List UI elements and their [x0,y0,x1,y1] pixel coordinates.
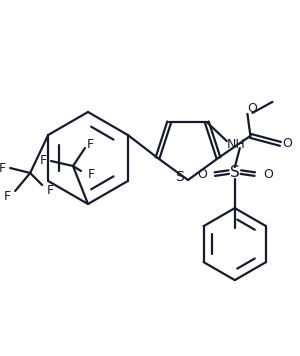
Text: O: O [197,168,207,180]
Text: O: O [263,168,273,180]
Text: O: O [248,103,257,115]
Text: O: O [283,137,292,150]
Text: F: F [0,162,6,174]
Text: S: S [230,164,240,180]
Text: F: F [4,189,11,203]
Text: S: S [176,170,184,184]
Text: F: F [46,183,54,197]
Text: NH: NH [226,138,245,151]
Text: F: F [39,155,46,168]
Text: F: F [87,168,94,180]
Text: F: F [86,137,94,151]
